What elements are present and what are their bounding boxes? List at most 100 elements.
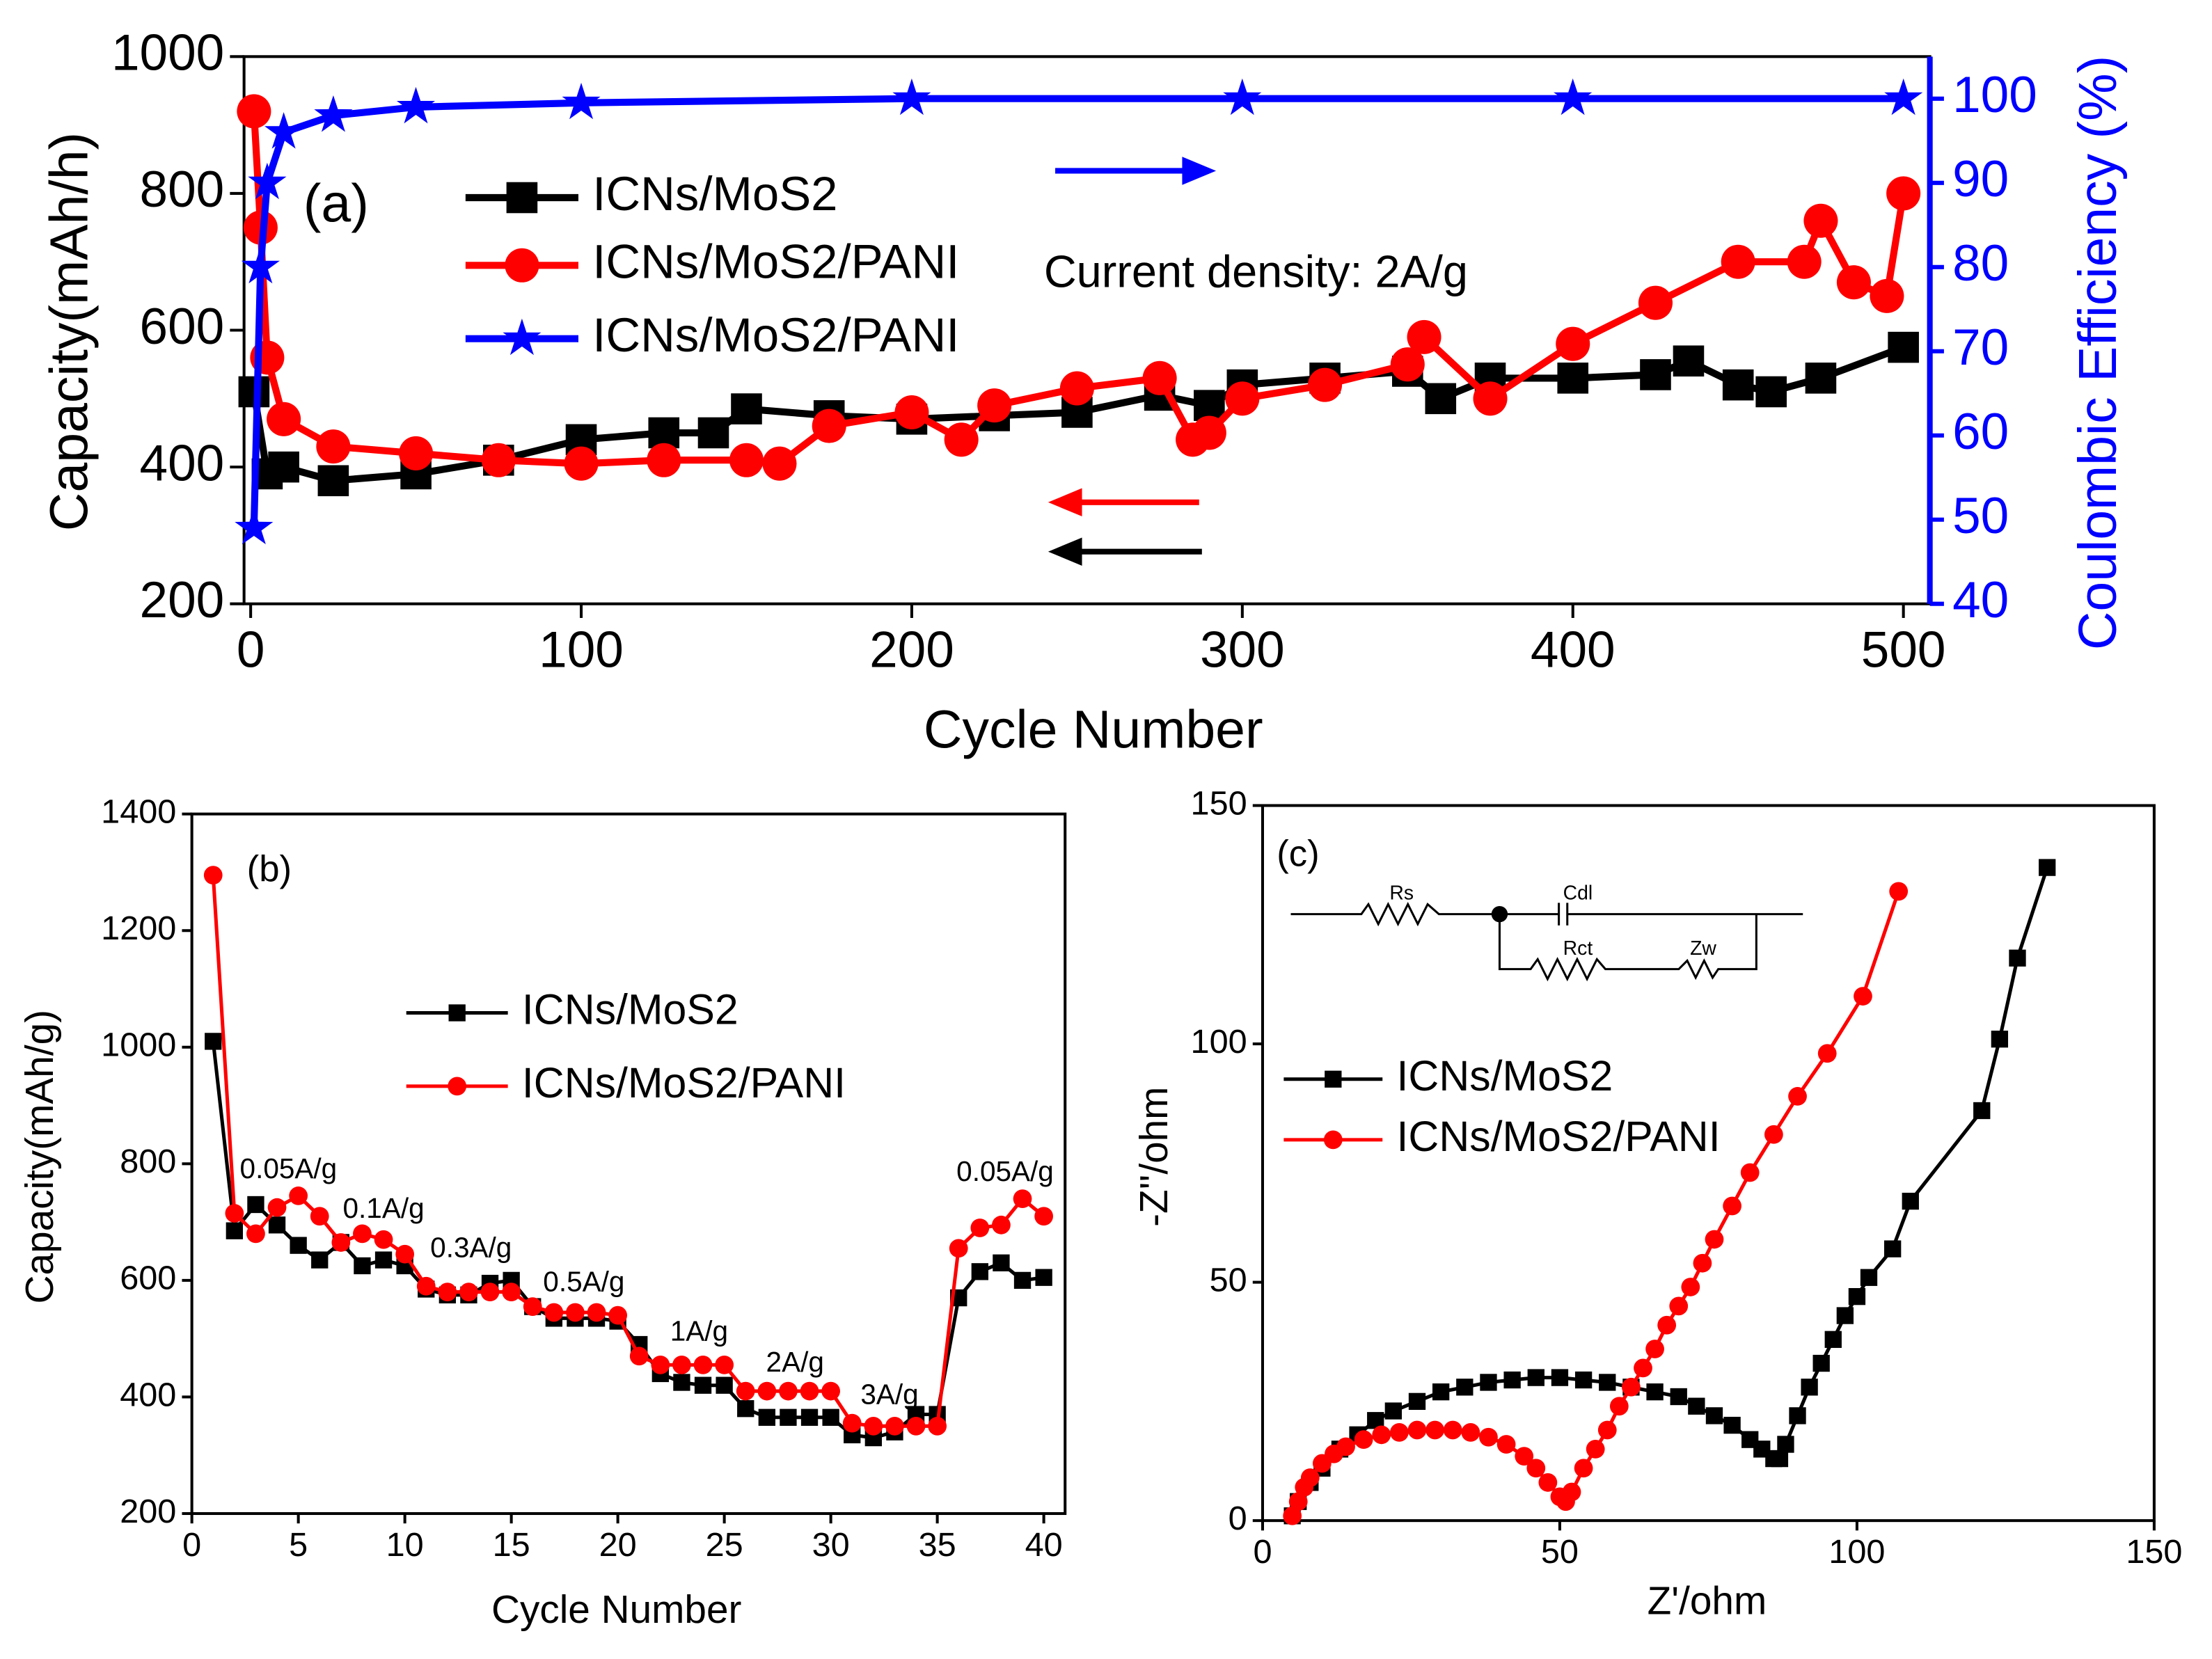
marker: [1634, 1358, 1652, 1378]
wire: [1290, 902, 1559, 927]
marker: [523, 1297, 542, 1316]
marker: [672, 1355, 691, 1374]
marker: [977, 388, 1012, 423]
marker: [1889, 882, 1909, 901]
annotation: Zw: [1690, 937, 1716, 960]
y-tick-label: 600: [140, 299, 225, 355]
y2-axis-label: Coulombic Efficiency (%): [2068, 56, 2128, 650]
annotation: 3A/g: [860, 1378, 918, 1410]
marker: [310, 1207, 329, 1226]
marker: [480, 1283, 500, 1302]
marker: [1283, 1506, 1302, 1525]
marker: [317, 465, 349, 497]
plot-frame: [242, 55, 1931, 605]
marker: [544, 1303, 564, 1322]
y2-tick-label: 50: [1952, 488, 2009, 544]
x-tick-label: 50: [1541, 1533, 1579, 1571]
legend-label: ICNs/MoS2/PANI: [522, 1059, 846, 1106]
marker: [1597, 1420, 1617, 1440]
marker: [1721, 244, 1755, 279]
y-axis-label: -Z''/ohm: [1132, 1087, 1176, 1227]
marker: [800, 1381, 819, 1401]
annotation: 2A/g: [766, 1346, 824, 1378]
annotation: 0.3A/g: [430, 1232, 512, 1264]
marker: [1812, 1354, 1830, 1372]
y-tick-label: 800: [140, 161, 225, 218]
marker: [399, 436, 434, 470]
marker: [1461, 1423, 1480, 1442]
marker: [1551, 1369, 1569, 1386]
legend-label: ICNs/MoS2: [1397, 1052, 1613, 1100]
marker: [1538, 1473, 1558, 1492]
marker: [1673, 345, 1705, 377]
marker: [395, 1244, 415, 1264]
marker: [1870, 278, 1904, 313]
marker: [1574, 1459, 1593, 1478]
y-tick-label: 1000: [111, 25, 224, 81]
y-axis-label: Capacity(mAh/g): [18, 1010, 62, 1304]
marker: [758, 1408, 775, 1426]
marker: [1496, 1435, 1516, 1454]
arrowhead: [1048, 488, 1082, 517]
marker: [268, 1216, 286, 1234]
x-tick-label: 400: [1531, 621, 1615, 678]
marker: [1817, 1044, 1837, 1063]
marker: [1854, 987, 1872, 1006]
marker: [993, 1254, 1010, 1271]
marker: [970, 1219, 990, 1237]
marker: [842, 1413, 862, 1433]
y-tick-label: 800: [120, 1143, 176, 1180]
marker: [1805, 363, 1837, 394]
annotation: 1A/g: [670, 1315, 728, 1347]
y2-tick-label: 80: [1952, 235, 2009, 292]
x-tick-label: 30: [812, 1526, 850, 1564]
x-tick-label: 200: [869, 621, 954, 678]
marker: [1013, 1271, 1032, 1289]
marker: [1408, 1392, 1426, 1411]
marker: [1390, 347, 1425, 382]
marker: [459, 1283, 478, 1302]
annotation: Rct: [1563, 937, 1593, 960]
marker: [864, 1416, 883, 1436]
marker: [290, 1237, 307, 1254]
legend-label: ICNs/MoS2: [592, 167, 837, 221]
x-tick-label: 35: [919, 1526, 956, 1564]
y2-tick-label: 40: [1952, 572, 2009, 628]
legend-label: ICNs/MoS2/PANI: [592, 235, 959, 288]
x-tick-label: 10: [386, 1526, 424, 1564]
annotation: 0.05A/g: [956, 1155, 1054, 1187]
x-axis-label: Cycle Number: [491, 1588, 741, 1632]
marker: [396, 86, 436, 124]
marker: [225, 1204, 244, 1223]
y-tick-label: 400: [140, 435, 225, 491]
series-line: [1290, 866, 2049, 1517]
x-tick-label: 0: [182, 1526, 201, 1564]
marker: [1705, 1230, 1724, 1249]
x-tick-label: 40: [1025, 1526, 1063, 1564]
marker: [1407, 1420, 1427, 1440]
marker: [268, 451, 299, 483]
marker: [762, 446, 797, 481]
marker: [1325, 1070, 1342, 1088]
marker: [506, 182, 538, 214]
x-axis-label: Cycle Number: [924, 700, 1263, 760]
marker: [316, 429, 351, 464]
annotation: Cdl: [1563, 882, 1593, 905]
marker: [697, 417, 729, 449]
marker: [374, 1251, 393, 1269]
annotation: (b): [247, 849, 292, 890]
marker: [1503, 1371, 1521, 1389]
marker: [354, 1257, 371, 1275]
marker: [1574, 1371, 1593, 1389]
marker: [374, 1230, 393, 1249]
marker: [1407, 319, 1441, 354]
marker: [1354, 1430, 1373, 1450]
y2-tick-label: 70: [1952, 319, 2009, 376]
marker: [438, 1283, 457, 1302]
marker: [416, 1276, 436, 1296]
marker: [647, 443, 681, 477]
marker: [1526, 1459, 1546, 1478]
marker: [1693, 1253, 1712, 1273]
annotation: Current density: 2A/g: [1044, 246, 1468, 297]
marker: [1771, 1450, 1789, 1468]
